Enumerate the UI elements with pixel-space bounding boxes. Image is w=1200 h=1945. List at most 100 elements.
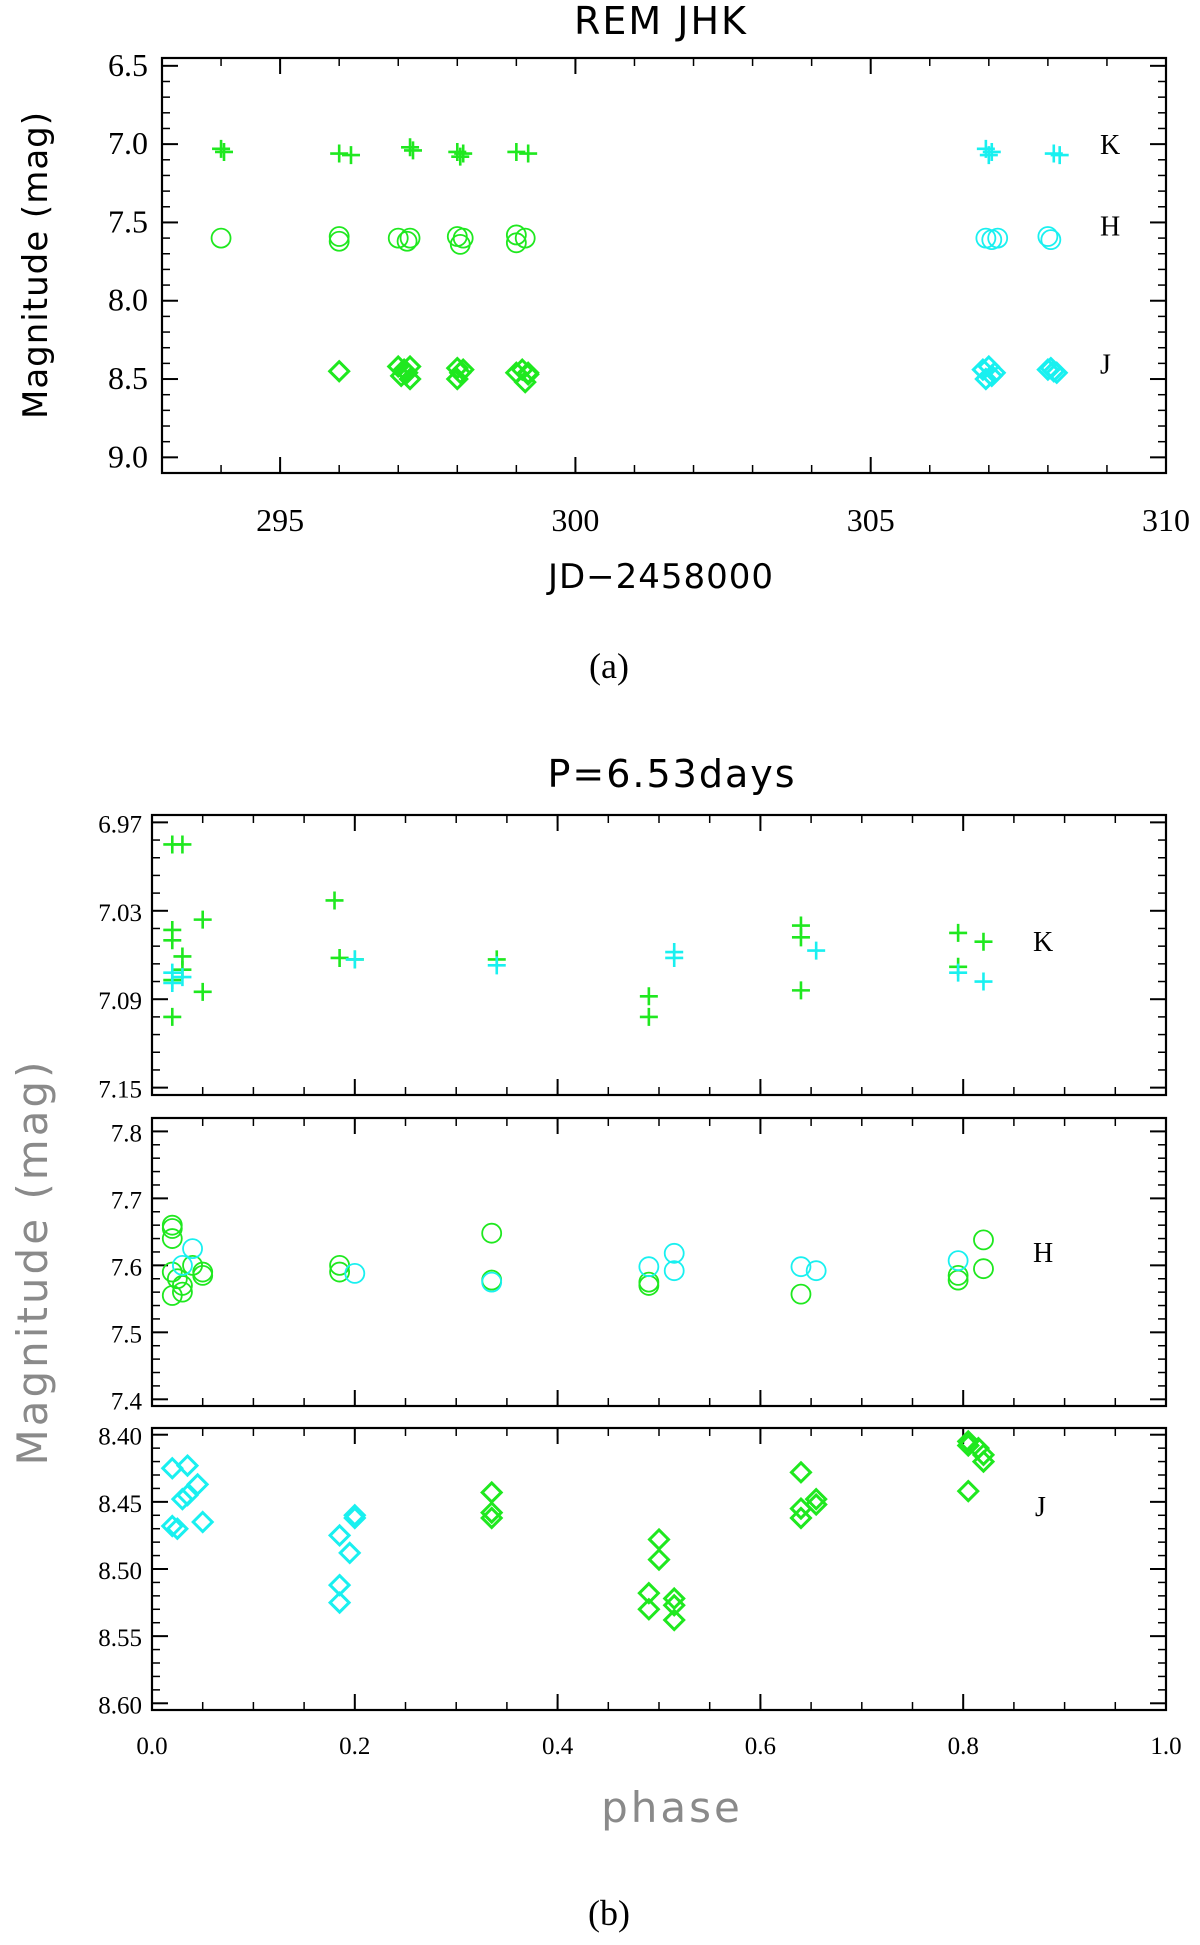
panel-b-j-j-green-point-0 <box>480 1480 504 1505</box>
panel-b-j-j-green-point-1 <box>480 1500 504 1525</box>
panel-b-h-h-green-point-2 <box>161 1228 183 1249</box>
panel-b-k-k-green-point-21 <box>974 932 993 951</box>
panel-b-h-h-cyan-point-5 <box>663 1242 685 1264</box>
panel-a-band-label-k: K <box>1100 130 1120 161</box>
panel-b-k-k-green-point-18 <box>791 981 810 1000</box>
panel-b-j-j-cyan-point-8 <box>327 1523 352 1548</box>
panel-b-j-xtick-label-3: 0.6 <box>745 1733 776 1760</box>
panel-b-xlabel: phase <box>601 1783 743 1832</box>
panel-a-h-cyan-point-3 <box>1037 226 1059 247</box>
panel-a-ytick-label-2: 7.5 <box>108 203 148 239</box>
panel-b-j-xtick-label-5: 1.0 <box>1150 1733 1181 1760</box>
panel-a-h-green-point-11 <box>514 227 536 249</box>
panel-b-h-h-green-point-12 <box>329 1261 350 1283</box>
panel-a-k-green-point-7 <box>454 144 473 163</box>
panel-a-ytick-label-1: 7.0 <box>108 125 148 161</box>
panel-a-frame <box>160 56 1168 475</box>
panel-a-band-labels: K H J <box>1100 130 1120 380</box>
panel-b-j-j-cyan-point-9 <box>343 1506 367 1530</box>
panel-b-h-h-cyan-point-1 <box>172 1254 193 1276</box>
panel-b-h-h-green-point-21 <box>973 1258 994 1280</box>
panel-a-band-label-j: J <box>1100 349 1111 380</box>
panel-b-h-h-cyan-point-3 <box>481 1271 503 1293</box>
panel-a-h-green-point-3 <box>387 227 409 249</box>
panel-a-h-green-point-5 <box>396 230 418 252</box>
panel-b-ticks: 6.97 7.03 7.09 7.15 7.4 7.5 7.6 7.7 7.8 8.40 8.45 8… <box>98 811 1181 1760</box>
panel-b-h-h-green-point-20 <box>973 1229 994 1251</box>
panel-a-h-green-point-9 <box>505 224 527 246</box>
panel-b-k-frame <box>150 813 1168 1097</box>
panel-b-h-h-cyan-point-0 <box>182 1238 203 1260</box>
panel-a-k-green-point-2 <box>330 144 349 163</box>
panel-b-h-ytick-label-0: 7.4 <box>111 1388 143 1415</box>
panel-a-k-green-point-8 <box>451 147 470 166</box>
panel-b-k-k-cyan-point-2 <box>163 974 182 992</box>
panel-b-k-k-cyan-point-7 <box>807 941 826 960</box>
panel-b-k-k-green-point-11 <box>330 948 349 967</box>
panel-a-j-cyan-point-4 <box>980 364 1004 388</box>
panel-a-j-green-point-10 <box>451 358 475 382</box>
panel-b-h-h-green-point-18 <box>947 1264 969 1286</box>
panel-b-j-j-green-point-6 <box>647 1547 671 1572</box>
panel-a-ytick-label-5: 9.0 <box>108 438 148 474</box>
panel-a-points <box>210 138 1069 394</box>
panel-a-j-green-point-9 <box>445 367 469 391</box>
panel-a-h-cyan-point-2 <box>987 227 1009 249</box>
panel-b-j-xtick-label-1: 0.2 <box>339 1733 370 1760</box>
panel-b-j-ytick-label-1: 8.45 <box>98 1491 142 1518</box>
panel-b-k-ytick-label-3: 7.15 <box>98 1077 142 1104</box>
panel-b-k-k-green-point-17 <box>791 928 810 947</box>
panel-b-h-ytick-label-3: 7.7 <box>111 1187 142 1214</box>
panel-a-xtick-label-2: 305 <box>847 502 895 538</box>
panel-b-j-j-cyan-point-4 <box>170 1487 195 1511</box>
panel-b-k-k-green-point-9 <box>163 1007 182 1026</box>
panel-a-xtick-label-3: 310 <box>1142 502 1190 538</box>
panel-b-j-j-green-point-10 <box>789 1460 813 1484</box>
panel-a-k-green-point-4 <box>401 138 420 157</box>
panel-b-j-j-green-point-19 <box>971 1449 996 1474</box>
panel-a-k-cyan-point-2 <box>979 146 998 165</box>
panel-a-k-green-point-9 <box>507 142 526 161</box>
panel-b-j-ytick-label-4: 8.60 <box>98 1692 142 1719</box>
panel-b-k-k-cyan-point-6 <box>665 948 684 967</box>
panel-b-j-xtick-label-0: 0.0 <box>136 1733 167 1760</box>
panel-a-k-cyan-point-1 <box>982 142 1001 161</box>
panel-b-k-k-cyan-point-9 <box>974 972 993 991</box>
panel-b-j-j-green-point-4 <box>637 1597 661 1621</box>
panel-a-j-cyan-point-8 <box>1045 361 1069 385</box>
panel-b-caption: (b) <box>588 1893 630 1933</box>
panel-b-j-j-green-point-8 <box>662 1593 686 1617</box>
panel-b-band-label-h: H <box>1033 1238 1053 1269</box>
panel-b-ylabel: Magnitude (mag) <box>8 1059 57 1466</box>
panel-b-k-k-green-point-19 <box>949 923 968 942</box>
panel-a-j-green-point-0 <box>327 359 351 383</box>
panel-b-h-h-green-point-19 <box>947 1269 969 1291</box>
panel-b-k-k-cyan-point-3 <box>345 950 364 969</box>
panel-b-k-k-green-point-3 <box>163 931 182 950</box>
panel-a-k-green-point-10 <box>519 144 538 163</box>
panel-b-h-ytick-label-2: 7.6 <box>111 1254 142 1281</box>
panel-a-h-cyan-point-4 <box>1040 229 1062 251</box>
panel-b-h-ytick-label-1: 7.5 <box>111 1321 142 1348</box>
panel-b-h-h-cyan-point-6 <box>663 1260 685 1282</box>
panel-a-ylabel: Magnitude (mag) <box>16 111 56 419</box>
panel-b-k-k-green-point-1 <box>173 835 192 854</box>
panel-a-k-green-point-0 <box>212 139 231 158</box>
panel-a-j-cyan-point-3 <box>974 367 998 391</box>
panel-b-h-h-green-point-9 <box>161 1285 183 1306</box>
panel-b-j-ytick-label-3: 8.55 <box>98 1625 142 1652</box>
panel-a-title: REM JHK <box>574 0 748 43</box>
panel-a-j-green-point-4 <box>395 361 419 385</box>
panel-b-k-ytick-label-0: 6.97 <box>98 811 142 838</box>
panel-b-j-j-green-point-15 <box>956 1429 980 1454</box>
panel-b-j-j-green-point-3 <box>637 1581 661 1605</box>
panel-a-ytick-label-3: 8.0 <box>108 282 148 318</box>
panel-b-j-j-cyan-point-13 <box>338 1541 362 1565</box>
panel-a-caption: (a) <box>589 646 629 686</box>
panel-a-ytick-label-0: 6.5 <box>108 47 148 83</box>
panel-b-points <box>160 835 996 1632</box>
panel-b-j-xtick-label-4: 0.8 <box>948 1733 979 1760</box>
panel-b-h-h-green-point-10 <box>172 1281 193 1303</box>
panel-b-j-j-cyan-point-1 <box>175 1453 200 1478</box>
